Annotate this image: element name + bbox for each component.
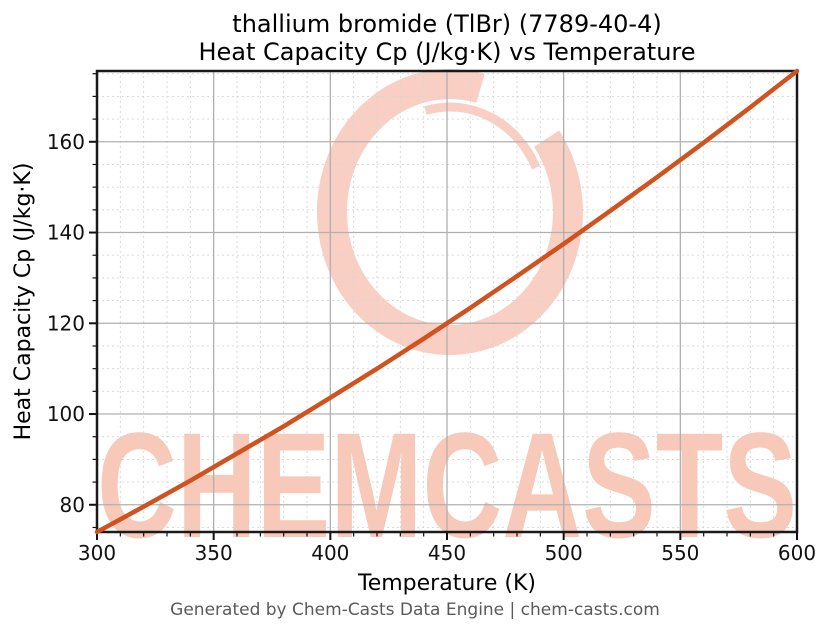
y-tick-label: 120 xyxy=(47,311,85,335)
x-tick-label: 550 xyxy=(661,541,699,565)
y-axis-label: Heat Capacity Cp (J/kg·K) xyxy=(11,163,36,441)
chart-title: thallium bromide (TlBr) (7789-40-4) Heat… xyxy=(97,10,797,66)
x-tick-label: 600 xyxy=(778,541,816,565)
watermark-logo-inner-arc-icon xyxy=(424,102,541,170)
x-tick-label: 350 xyxy=(195,541,233,565)
x-tick-label: 300 xyxy=(78,541,116,565)
y-tick-label: 160 xyxy=(47,130,85,154)
x-axis-label: Temperature (K) xyxy=(357,571,536,596)
x-tick-label: 400 xyxy=(311,541,349,565)
x-tick-label: 500 xyxy=(545,541,583,565)
cp-curve xyxy=(94,68,800,535)
y-tick-label: 100 xyxy=(47,402,85,426)
watermark-logo-icon xyxy=(316,69,583,356)
y-tick-label: 80 xyxy=(60,493,85,517)
plot-border xyxy=(95,69,799,534)
tick-labels: 300 350 400 450 500 550 600 80 100 120 140 160 xyxy=(47,130,816,565)
x-tick-label: 450 xyxy=(428,541,466,565)
chart-title-line2: Heat Capacity Cp (J/kg·K) vs Temperature xyxy=(198,38,696,66)
chart-title-line1: thallium bromide (TlBr) (7789-40-4) xyxy=(232,10,662,38)
y-tick-label: 140 xyxy=(47,221,85,245)
footer-credit: Generated by Chem-Casts Data Engine | ch… xyxy=(170,600,660,620)
